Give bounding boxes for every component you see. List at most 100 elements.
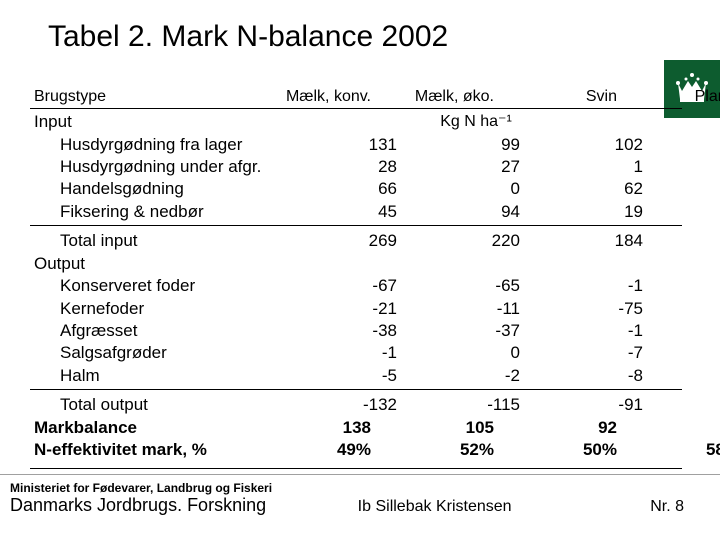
unit-label: Kg N ha⁻¹ (266, 111, 686, 133)
rule (30, 389, 682, 390)
row-label: Konserveret foder (30, 275, 292, 297)
rule (30, 225, 682, 226)
table-row: Afgræsset -38 -37 -1 -2 (30, 320, 682, 342)
row-label: Afgræsset (30, 320, 292, 342)
presenter-name: Ib Sillebak Kristensen (320, 498, 549, 516)
cell: 94 (415, 201, 538, 223)
col-header-oko: Mælk, øko. (389, 86, 512, 107)
cell: 269 (292, 230, 415, 252)
cell: 220 (415, 230, 538, 252)
cell: -7 (661, 342, 720, 364)
col-header-brugstype: Brugstype (30, 86, 266, 107)
cell: 19 (538, 201, 661, 223)
cell: -71 (661, 298, 720, 320)
cell: 64 (635, 417, 720, 439)
row-label: Husdyrgødning fra lager (30, 134, 292, 156)
col-header-konv: Mælk, konv. (266, 86, 389, 107)
cell: 2 (661, 156, 720, 178)
cell: 27 (415, 156, 538, 178)
cell: 105 (389, 417, 512, 439)
row-label: Markbalance (30, 417, 266, 439)
cell: 58% (635, 439, 720, 461)
cell: -37 (415, 320, 538, 342)
row-label: Kernefoder (30, 298, 292, 320)
table-row: N-effektivitet mark, % 49% 52% 50% 58% (30, 439, 682, 461)
ministry-text: Ministeriet for Fødevarer, Landbrug og F… (10, 481, 320, 495)
cell: 29 (661, 134, 720, 156)
cell: -21 (292, 298, 415, 320)
row-label-input: Input (30, 111, 266, 133)
table-row: Konserveret foder -67 -65 -1 -3 (30, 275, 682, 297)
cell: -1 (538, 320, 661, 342)
row-label: Output (30, 253, 266, 275)
department-text: Danmarks Jordbrugs. Forskning (10, 495, 320, 516)
cell: 0 (415, 342, 538, 364)
cell: 99 (415, 134, 538, 156)
col-header-plante: Plante (635, 86, 720, 107)
cell: 50% (512, 439, 635, 461)
table-row: Total input 269 220 184 152 (30, 230, 682, 252)
cell: -3 (661, 275, 720, 297)
cell: 100 (661, 178, 720, 200)
cell: -88 (661, 394, 720, 416)
table-row: Salgsafgrøder -1 0 -7 -7 (30, 342, 682, 364)
row-label: Fiksering & nedbør (30, 201, 292, 223)
table-row: Halm -5 -2 -8 -6 (30, 365, 682, 387)
section-label-output: Output (30, 253, 682, 275)
cell: -115 (415, 394, 538, 416)
cell: -65 (415, 275, 538, 297)
cell: -6 (661, 365, 720, 387)
header-rule (30, 108, 682, 109)
rule (30, 468, 682, 469)
cell: -2 (415, 365, 538, 387)
n-balance-table: Brugstype Mælk, konv. Mælk, øko. Svin Pl… (30, 86, 682, 473)
cell: -91 (538, 394, 661, 416)
cell: 92 (512, 417, 635, 439)
table-row: Handelsgødning 66 0 62 100 (30, 178, 682, 200)
unit-row: Input Kg N ha⁻¹ (30, 111, 682, 133)
row-label: Halm (30, 365, 292, 387)
row-label: Husdyrgødning under afgr. (30, 156, 292, 178)
cell: -5 (292, 365, 415, 387)
table-row: Markbalance 138 105 92 64 (30, 417, 682, 439)
table-row: Total output -132 -115 -91 -88 (30, 394, 682, 416)
cell: 152 (661, 230, 720, 252)
cell: 28 (292, 156, 415, 178)
cell: 131 (292, 134, 415, 156)
cell: 52% (389, 439, 512, 461)
cell: 138 (266, 417, 389, 439)
cell: -1 (538, 275, 661, 297)
cell: -2 (661, 320, 720, 342)
cell: 0 (415, 178, 538, 200)
col-header-svin: Svin (512, 86, 635, 107)
page-title: Tabel 2. Mark N-balance 2002 (0, 0, 720, 54)
table-header-row: Brugstype Mælk, konv. Mælk, øko. Svin Pl… (30, 86, 682, 107)
page-number: Nr. 8 (549, 498, 684, 516)
cell: -75 (538, 298, 661, 320)
cell: -38 (292, 320, 415, 342)
table-row: Husdyrgødning under afgr. 28 27 1 2 (30, 156, 682, 178)
slide-footer: Ministeriet for Fødevarer, Landbrug og F… (0, 474, 720, 516)
row-label: N-effektivitet mark, % (30, 439, 266, 461)
row-label: Total input (30, 230, 292, 252)
cell: -11 (415, 298, 538, 320)
cell: 102 (538, 134, 661, 156)
cell: 66 (292, 178, 415, 200)
table-row: Fiksering & nedbør 45 94 19 21 (30, 201, 682, 223)
row-label: Handelsgødning (30, 178, 292, 200)
cell: -67 (292, 275, 415, 297)
row-label: Salgsafgrøder (30, 342, 292, 364)
cell: 45 (292, 201, 415, 223)
cell: 21 (661, 201, 720, 223)
cell: 184 (538, 230, 661, 252)
cell: -1 (292, 342, 415, 364)
row-label: Total output (30, 394, 292, 416)
cell: 1 (538, 156, 661, 178)
cell: -7 (538, 342, 661, 364)
cell: 62 (538, 178, 661, 200)
table-row: Kernefoder -21 -11 -75 -71 (30, 298, 682, 320)
cell: 49% (266, 439, 389, 461)
table-row: Husdyrgødning fra lager 131 99 102 29 (30, 134, 682, 156)
cell: -132 (292, 394, 415, 416)
cell: -8 (538, 365, 661, 387)
